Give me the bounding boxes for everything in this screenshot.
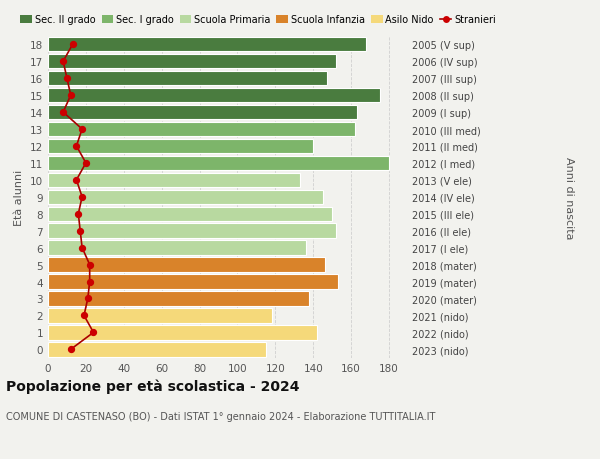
Bar xyxy=(48,224,336,238)
Point xyxy=(68,41,77,49)
Text: Popolazione per età scolastica - 2024: Popolazione per età scolastica - 2024 xyxy=(6,379,299,393)
Bar xyxy=(48,241,305,255)
Bar xyxy=(48,123,355,137)
Point xyxy=(62,75,72,83)
Bar xyxy=(48,55,336,69)
Bar xyxy=(48,72,326,86)
Point xyxy=(58,109,68,117)
Bar xyxy=(48,106,357,120)
Bar xyxy=(48,207,332,221)
Point xyxy=(81,160,91,167)
Text: COMUNE DI CASTENASO (BO) - Dati ISTAT 1° gennaio 2024 - Elaborazione TUTTITALIA.: COMUNE DI CASTENASO (BO) - Dati ISTAT 1°… xyxy=(6,411,436,421)
Point xyxy=(83,295,92,302)
Bar xyxy=(48,38,367,52)
Y-axis label: Anni di nascita: Anni di nascita xyxy=(564,156,574,239)
Bar xyxy=(48,89,380,103)
Bar xyxy=(48,173,300,188)
Point xyxy=(74,211,83,218)
Y-axis label: Età alunni: Età alunni xyxy=(14,169,25,225)
Bar xyxy=(48,342,266,357)
Point xyxy=(58,58,68,66)
Point xyxy=(76,228,85,235)
Point xyxy=(85,261,94,269)
Point xyxy=(66,92,76,100)
Point xyxy=(71,177,81,184)
Point xyxy=(79,312,89,319)
Point xyxy=(77,126,87,134)
Bar xyxy=(48,275,338,289)
Point xyxy=(77,245,87,252)
Bar xyxy=(48,308,272,323)
Point xyxy=(85,278,94,285)
Bar xyxy=(48,258,325,272)
Legend: Sec. II grado, Sec. I grado, Scuola Primaria, Scuola Infanzia, Asilo Nido, Stran: Sec. II grado, Sec. I grado, Scuola Prim… xyxy=(20,16,496,25)
Point xyxy=(89,329,98,336)
Bar xyxy=(48,140,313,154)
Bar xyxy=(48,190,323,205)
Point xyxy=(77,194,87,201)
Point xyxy=(71,143,81,150)
Point xyxy=(66,346,76,353)
Bar xyxy=(48,157,389,171)
Bar xyxy=(48,291,310,306)
Bar xyxy=(48,325,317,340)
